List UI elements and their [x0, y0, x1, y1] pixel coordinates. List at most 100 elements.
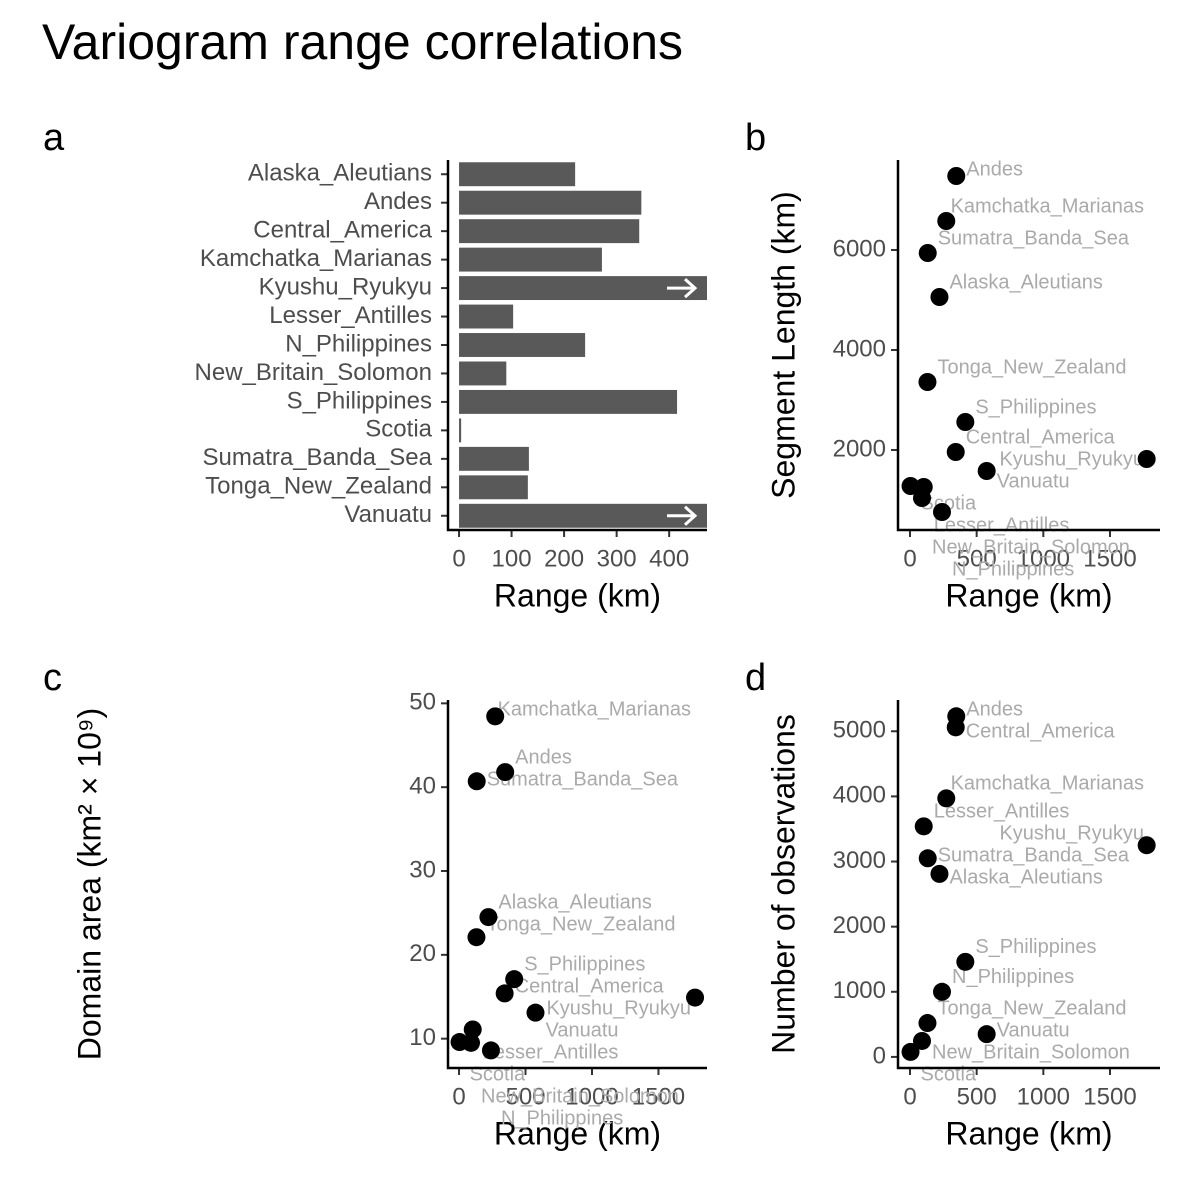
point-label: Tonga_New_Zealand — [937, 997, 1126, 1019]
bar — [459, 247, 602, 272]
point — [918, 849, 937, 868]
bar — [459, 418, 462, 443]
panel-label: d — [745, 657, 766, 699]
point-label: Lesser_Antilles — [934, 801, 1070, 823]
x-tick-label: 1000 — [1017, 545, 1070, 572]
point — [463, 1020, 482, 1039]
point — [901, 1042, 920, 1061]
x-tick-label: 300 — [597, 545, 637, 572]
y-tick-label: Central_America — [253, 216, 432, 243]
y-tick-label: 2000 — [833, 435, 886, 462]
point-label: Alaska_Aleutians — [949, 867, 1102, 889]
point-label: Central_America — [966, 720, 1116, 742]
point-label: S_Philippines — [975, 396, 1096, 418]
point-label: Andes — [966, 158, 1023, 180]
point-label: N_Philippines — [952, 558, 1074, 580]
panel-label: a — [43, 117, 65, 159]
point-label: Scotia — [921, 1063, 977, 1085]
y-tick-label: 20 — [409, 940, 436, 967]
point-label: Vanuatu — [997, 470, 1070, 492]
point-label: Central_America — [515, 975, 665, 997]
axis-line — [446, 160, 707, 532]
y-tick-label: Kyushu_Ryukyu — [259, 273, 432, 300]
y-tick-label: 10 — [409, 1024, 436, 1051]
y-tick-label: Andes — [364, 188, 432, 215]
y-tick-label: 4000 — [833, 782, 886, 809]
y-tick-label: Alaska_Aleutians — [248, 160, 432, 187]
y-tick-label: Vanuatu — [344, 501, 432, 528]
y-tick-label: 50 — [409, 689, 436, 716]
point-label: N_Philippines — [501, 1107, 623, 1129]
x-tick-label: 100 — [492, 545, 532, 572]
point — [526, 1003, 545, 1022]
point-label: Sumatra_Banda_Sea — [938, 227, 1130, 249]
axis-line — [896, 160, 1160, 532]
point-label: Tonga_New_Zealand — [937, 356, 1126, 378]
point — [946, 443, 965, 461]
point-label: Kamchatka_Marianas — [951, 773, 1144, 795]
point — [947, 167, 966, 185]
panel-label: c — [43, 657, 62, 699]
y-axis-title: Number of observations — [765, 714, 801, 1054]
point-label: Kyushu_Ryukyu — [546, 997, 691, 1019]
point — [918, 373, 937, 391]
y-tick-label: 2000 — [833, 912, 886, 939]
x-tick-label: 500 — [957, 1083, 997, 1110]
point — [930, 288, 949, 306]
point — [495, 984, 514, 1003]
bar — [459, 389, 678, 414]
point-label: Sumatra_Banda_Sea — [487, 768, 679, 790]
bar — [459, 304, 514, 329]
point — [956, 413, 975, 431]
point-label: N_Philippines — [952, 966, 1074, 988]
point — [467, 928, 486, 947]
bar — [459, 333, 586, 357]
x-axis-title: Range (km) — [945, 577, 1112, 613]
point — [479, 908, 498, 927]
x-tick-label: 0 — [452, 1083, 465, 1110]
point-label: Kyushu_Ryukyu — [999, 823, 1144, 845]
point-label: S_Philippines — [975, 936, 1096, 958]
y-tick-label: Scotia — [365, 416, 432, 443]
y-tick-label: 6000 — [833, 235, 886, 262]
x-axis-title: Range (km) — [945, 1115, 1112, 1151]
point — [486, 707, 505, 726]
point — [686, 988, 705, 1007]
y-tick-label: Kamchatka_Marianas — [200, 245, 432, 272]
x-tick-label: 1500 — [1083, 545, 1136, 572]
bar — [459, 162, 576, 187]
x-tick-label: 0 — [903, 1083, 916, 1110]
bar — [459, 190, 642, 215]
y-tick-label: Lesser_Antilles — [269, 302, 432, 329]
figure-title: Variogram range correlations — [42, 14, 683, 70]
point-label: Andes — [515, 746, 572, 768]
point — [450, 1033, 469, 1052]
bar — [459, 219, 640, 244]
x-tick-label: 0 — [903, 545, 916, 572]
x-tick-label: 500 — [957, 545, 997, 572]
y-tick-label: 1000 — [833, 977, 886, 1004]
y-tick-label: Tonga_New_Zealand — [205, 473, 432, 500]
y-tick-label: 3000 — [833, 847, 886, 874]
point-label: Kamchatka_Marianas — [951, 195, 1144, 217]
point — [481, 1041, 500, 1060]
point-label: Scotia — [470, 1063, 526, 1085]
bar — [459, 475, 528, 500]
point-label: Central_America — [966, 426, 1116, 448]
point — [467, 772, 486, 791]
point — [918, 1014, 937, 1033]
point — [1137, 836, 1156, 855]
point — [496, 763, 515, 782]
point — [913, 489, 931, 507]
x-tick-label: 400 — [649, 545, 689, 572]
bar — [459, 276, 707, 301]
point — [977, 1025, 996, 1044]
x-tick-label: 1500 — [632, 1083, 685, 1110]
point-label: Lesser_Antilles — [934, 514, 1070, 536]
x-tick-label: 0 — [452, 545, 465, 572]
point — [901, 477, 920, 495]
point — [946, 718, 965, 737]
x-tick-label: 500 — [505, 1083, 545, 1110]
point-label: Alaska_Aleutians — [949, 271, 1102, 293]
